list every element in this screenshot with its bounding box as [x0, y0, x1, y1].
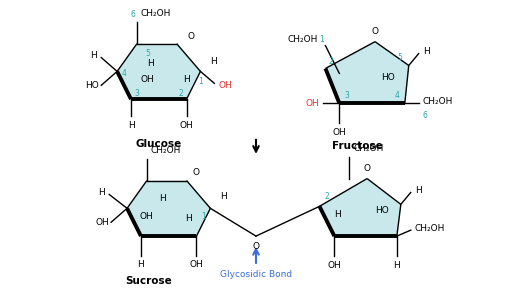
Text: O: O: [193, 168, 200, 177]
Text: OH: OH: [180, 121, 194, 130]
Text: H: H: [185, 214, 192, 223]
Polygon shape: [326, 42, 409, 103]
Text: 5: 5: [145, 49, 150, 58]
Text: Glycosidic Bond: Glycosidic Bond: [220, 270, 292, 279]
Text: OH: OH: [218, 81, 232, 90]
Text: 1: 1: [201, 212, 206, 221]
Text: H: H: [220, 192, 227, 201]
Text: 2: 2: [325, 192, 329, 201]
Text: H: H: [127, 121, 134, 130]
Text: 4: 4: [395, 91, 400, 100]
Text: Glucose: Glucose: [136, 139, 182, 149]
Text: CH₂OH: CH₂OH: [423, 97, 453, 106]
Text: OH: OH: [139, 212, 153, 221]
Text: OH: OH: [141, 75, 155, 84]
Text: CH₂OH: CH₂OH: [141, 9, 172, 18]
Polygon shape: [127, 181, 210, 236]
Text: CH₂OH: CH₂OH: [151, 146, 181, 155]
Text: H: H: [334, 210, 340, 219]
Text: 1: 1: [318, 35, 324, 44]
Text: O: O: [252, 242, 260, 251]
Text: O: O: [364, 164, 371, 173]
Text: H: H: [415, 186, 421, 195]
Text: 2: 2: [179, 89, 183, 98]
Text: H: H: [98, 188, 105, 197]
Text: HO: HO: [381, 73, 395, 82]
Text: OH: OH: [306, 99, 319, 108]
Text: OH: OH: [189, 260, 203, 269]
Text: H: H: [210, 57, 217, 66]
Text: H: H: [91, 51, 97, 60]
Text: H: H: [159, 194, 166, 203]
Text: H: H: [138, 260, 144, 269]
Text: OH: OH: [332, 128, 346, 137]
Polygon shape: [319, 179, 401, 236]
Text: H: H: [394, 261, 400, 270]
Text: Fructose: Fructose: [332, 141, 382, 151]
Text: 6: 6: [130, 10, 135, 19]
Text: H: H: [423, 47, 430, 56]
Text: HO: HO: [86, 81, 99, 90]
Text: H: H: [147, 59, 154, 68]
Text: Sucrose: Sucrose: [125, 276, 172, 286]
Text: 3: 3: [345, 91, 349, 100]
Text: O: O: [187, 32, 194, 41]
Polygon shape: [117, 44, 200, 99]
Text: CH₂OH: CH₂OH: [287, 35, 317, 44]
Text: CH₂OH: CH₂OH: [415, 224, 445, 233]
Text: 1: 1: [199, 77, 203, 86]
Text: HO: HO: [375, 206, 389, 215]
Text: 2: 2: [329, 57, 333, 66]
Text: OH: OH: [95, 218, 109, 227]
Text: 5: 5: [397, 53, 402, 62]
Text: 3: 3: [134, 89, 139, 98]
Text: OH: OH: [328, 261, 341, 270]
Text: 6: 6: [423, 111, 428, 120]
Text: H: H: [183, 75, 190, 84]
Text: 4: 4: [121, 69, 126, 78]
Text: CH₂OH: CH₂OH: [353, 144, 383, 153]
Text: O: O: [372, 27, 378, 36]
